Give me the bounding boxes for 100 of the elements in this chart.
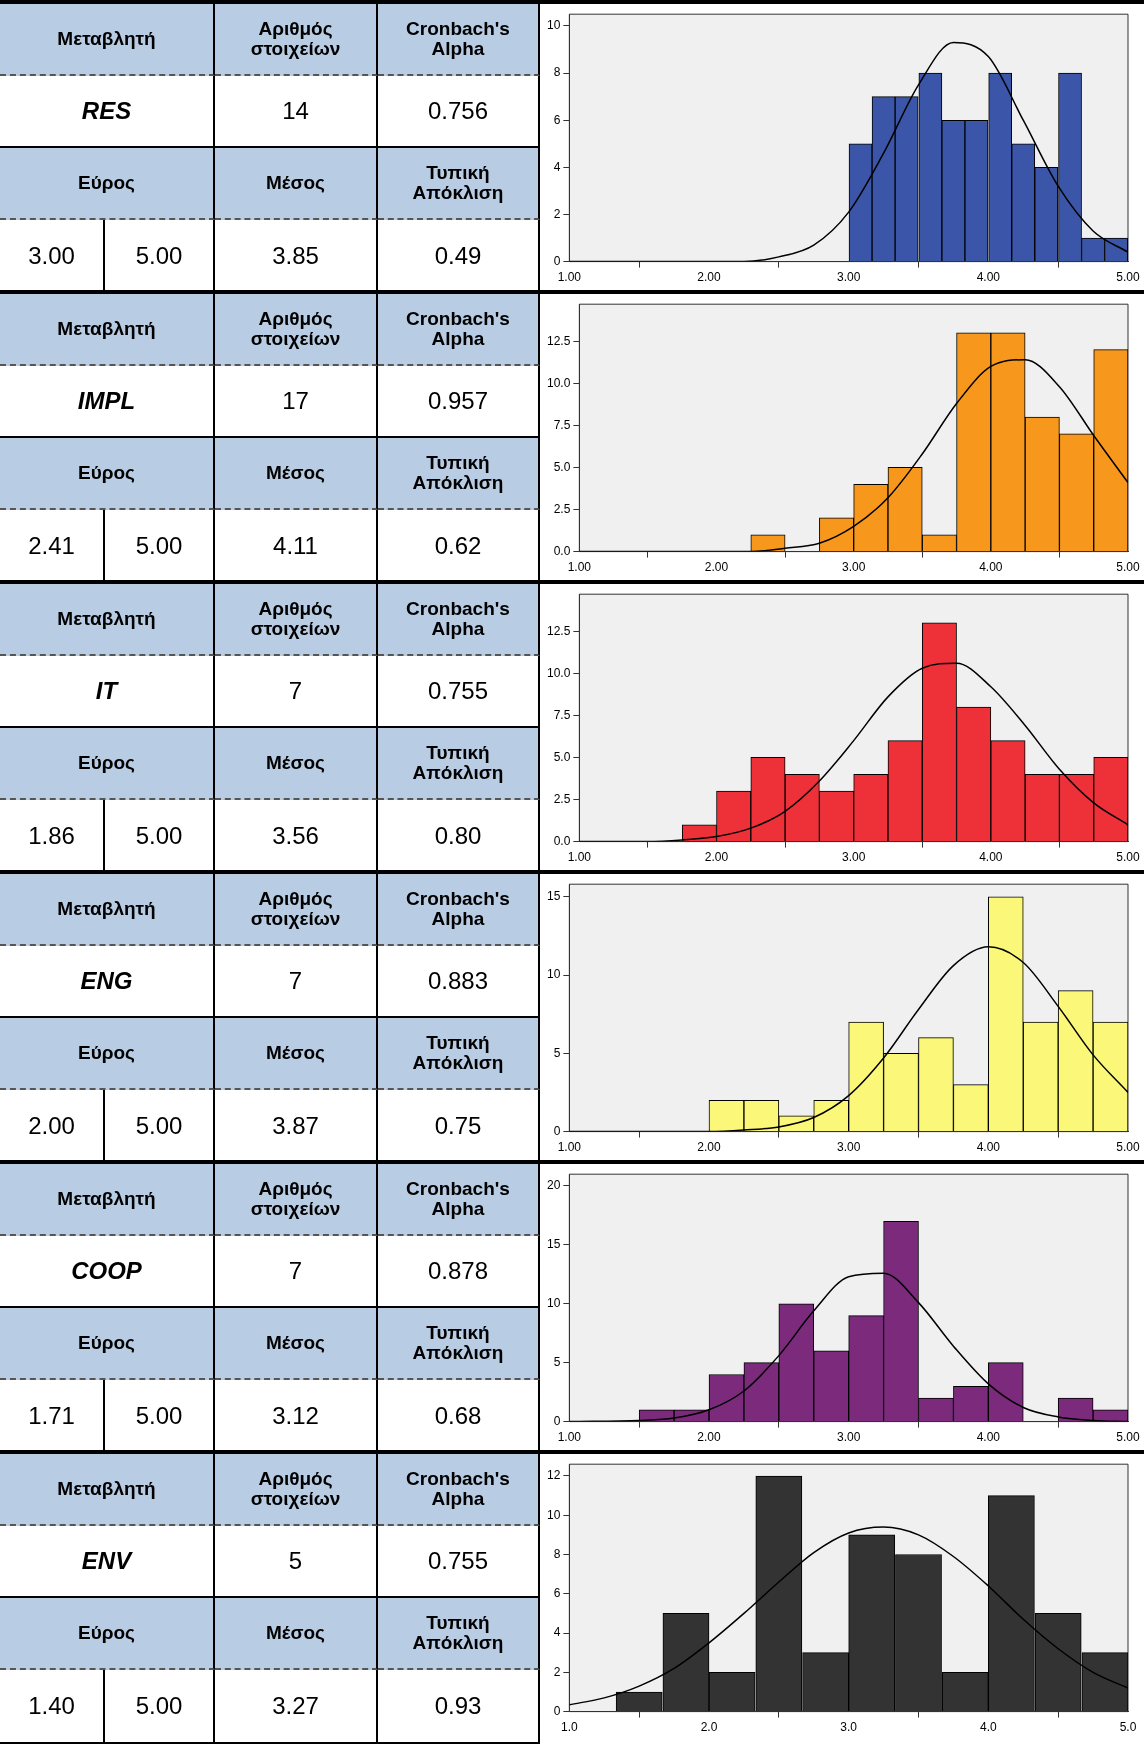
text: Μεταβλητή [0, 584, 215, 656]
text: Εύρος [0, 1598, 215, 1670]
text: 0.878 [378, 1236, 540, 1308]
x-tick-label: 2.00 [697, 1140, 722, 1155]
y-tick-label: 10 [546, 1296, 561, 1311]
text: Αριθμός στοιχείων [215, 4, 378, 76]
text: Τυπική Απόκλιση [378, 148, 540, 220]
y-tick-label: 8 [553, 1546, 561, 1561]
text: 0.755 [378, 656, 540, 728]
y-tick-label: 0 [553, 1123, 561, 1138]
text: 3.12 [215, 1380, 378, 1454]
x-tick-label: 5.00 [1116, 560, 1140, 575]
y-tick-label: 12 [546, 1468, 561, 1483]
x-tick-label: 4.00 [979, 850, 1003, 865]
text: ENV [0, 1526, 215, 1598]
text: Εύρος [0, 1018, 215, 1090]
text: Τυπική Απόκλιση [378, 438, 540, 510]
x-tick-label: 4.00 [979, 560, 1003, 575]
x-tick-label: 1.0 [561, 1720, 579, 1735]
y-tick-label: 10 [546, 1507, 561, 1522]
y-tick-label: 4 [553, 1625, 561, 1640]
text: Εύρος [0, 438, 215, 510]
text: 0.957 [378, 366, 540, 438]
x-tick-label: 2.00 [704, 850, 729, 865]
x-tick-label: 3.00 [836, 270, 861, 285]
y-tick-label: 0 [553, 1413, 561, 1428]
x-tick-label: 3.00 [842, 560, 866, 575]
text: Αριθμός στοιχείων [215, 1164, 378, 1236]
y-tick-label: 2 [553, 206, 561, 221]
text: Μεταβλητή [0, 1454, 215, 1526]
text: Μέσος [215, 148, 378, 220]
y-tick-label: 7.5 [553, 707, 571, 722]
y-tick-label: 15 [546, 889, 561, 904]
text: Αριθμός στοιχείων [215, 1454, 378, 1526]
text: Αριθμός στοιχείων [215, 874, 378, 946]
x-tick-label: 5.00 [1116, 270, 1140, 285]
x-tick-label: 4.00 [976, 1430, 1001, 1445]
text: Μεταβλητή [0, 874, 215, 946]
text: 0.62 [378, 510, 540, 584]
y-tick-label: 8 [553, 65, 561, 80]
text: Αριθμός στοιχείων [215, 584, 378, 656]
text: Αριθμός στοιχείων [215, 294, 378, 366]
x-tick-label: 3.00 [836, 1140, 861, 1155]
x-tick-label: 1.00 [567, 850, 592, 865]
text: 7 [215, 1236, 378, 1308]
text: Cronbach's Alpha [378, 1164, 540, 1236]
x-tick-label: 2.00 [704, 560, 729, 575]
x-tick-label: 5.00 [1116, 1140, 1140, 1155]
text: Τυπική Απόκλιση [378, 1598, 540, 1670]
text: Τυπική Απόκλιση [378, 1308, 540, 1380]
text: Cronbach's Alpha [378, 294, 540, 366]
y-tick-label: 2.5 [553, 501, 571, 516]
x-tick-label: 3.00 [842, 850, 866, 865]
text: 1.71 [0, 1380, 105, 1454]
text: 0.883 [378, 946, 540, 1018]
x-tick-label: 1.00 [557, 1430, 582, 1445]
x-tick-label: 5.00 [1116, 850, 1140, 865]
text: Μέσος [215, 1018, 378, 1090]
x-tick-label: 5.0 [1119, 1720, 1137, 1735]
x-tick-label: 1.00 [557, 1140, 582, 1155]
x-tick-label: 1.00 [557, 270, 582, 285]
text: IT [0, 656, 215, 728]
y-tick-label: 2 [553, 1664, 561, 1679]
text: 0.75 [378, 1090, 540, 1164]
text: 0.755 [378, 1526, 540, 1598]
text: 7 [215, 656, 378, 728]
y-tick-label: 0.0 [553, 833, 571, 848]
x-tick-label: 3.0 [840, 1720, 858, 1735]
x-tick-label: 1.00 [567, 560, 592, 575]
y-tick-label: 0.0 [553, 543, 571, 558]
text: 7 [215, 946, 378, 1018]
y-tick-label: 2.5 [553, 791, 571, 806]
x-tick-label: 2.00 [697, 270, 722, 285]
y-tick-label: 12.5 [547, 623, 571, 638]
text: ENG [0, 946, 215, 1018]
text: 0.80 [378, 800, 540, 874]
y-tick-label: 4 [553, 159, 561, 174]
text: Τυπική Απόκλιση [378, 728, 540, 800]
y-tick-label: 10.0 [547, 375, 571, 390]
text: Μέσος [215, 438, 378, 510]
text: Μεταβλητή [0, 4, 215, 76]
y-tick-label: 10.0 [547, 665, 571, 680]
text: Cronbach's Alpha [378, 584, 540, 656]
y-tick-label: 5 [553, 1045, 561, 1060]
text: Εύρος [0, 728, 215, 800]
text: Μεταβλητή [0, 1164, 215, 1236]
text: Cronbach's Alpha [378, 4, 540, 76]
text: 4.11 [215, 510, 378, 584]
text: 3.56 [215, 800, 378, 874]
x-tick-label: 4.0 [979, 1720, 997, 1735]
text: Cronbach's Alpha [378, 1454, 540, 1526]
x-tick-label: 5.00 [1116, 1430, 1140, 1445]
x-tick-label: 2.00 [697, 1430, 722, 1445]
y-tick-label: 7.5 [553, 417, 571, 432]
text: IMPL [0, 366, 215, 438]
text: COOP [0, 1236, 215, 1308]
y-tick-label: 0 [553, 253, 561, 268]
text: 0.68 [378, 1380, 540, 1454]
y-tick-label: 5.0 [553, 459, 571, 474]
y-tick-label: 10 [546, 18, 561, 33]
